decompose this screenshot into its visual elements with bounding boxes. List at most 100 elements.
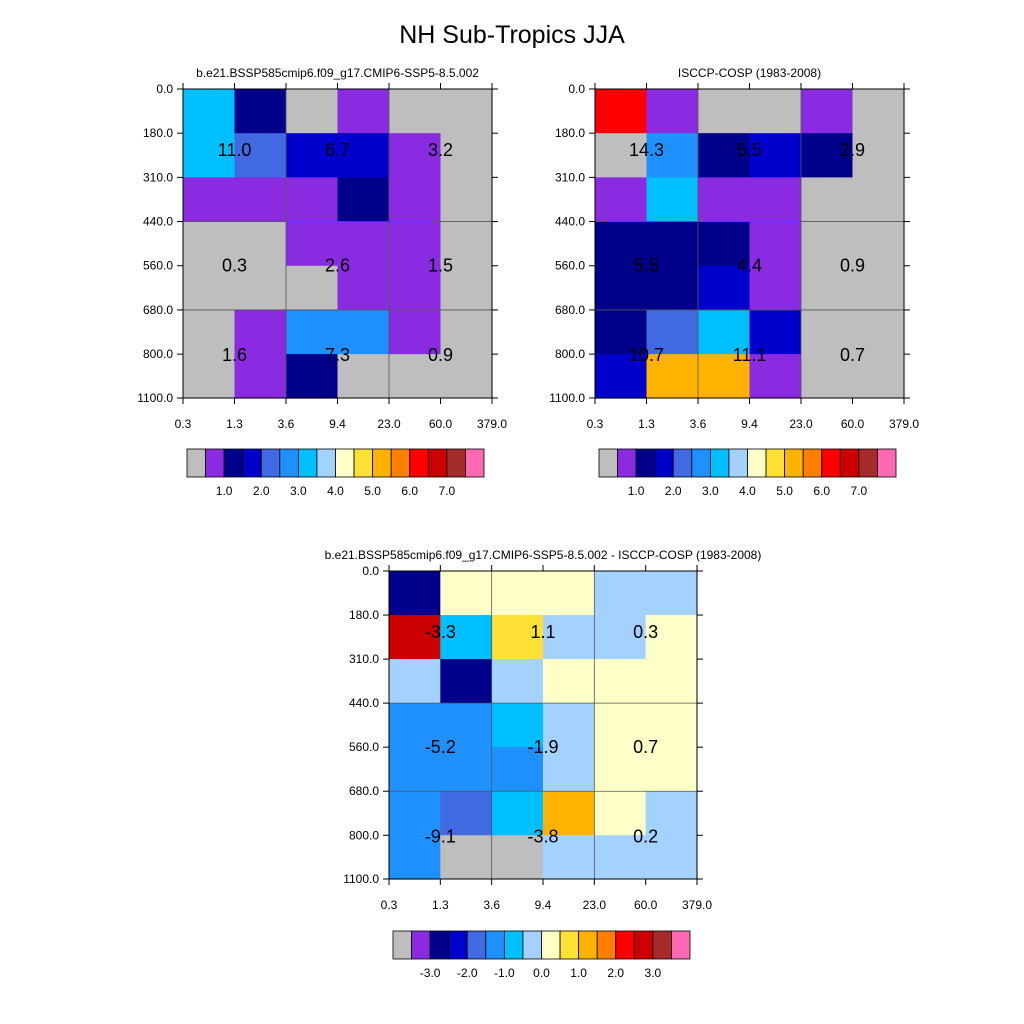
heatmap-cell	[440, 571, 493, 616]
y-tick-label: 1100.0	[549, 391, 585, 405]
y-tick-label: 440.0	[349, 696, 379, 710]
heatmap-cell	[183, 221, 236, 267]
colorbar-box	[672, 448, 693, 478]
panel-title: ISCCP-COSP (1983-2008)	[678, 66, 821, 80]
group-value: 11.1	[733, 345, 767, 365]
colorbar-box	[633, 930, 654, 960]
heatmap-cell	[645, 835, 698, 880]
heatmap-cell	[543, 791, 595, 836]
group-value: 1.1	[530, 622, 555, 642]
colorbar-box	[578, 930, 598, 960]
y-tick-label: 310.0	[349, 652, 379, 666]
y-tick-label: 800.0	[555, 347, 585, 361]
heatmap-cell	[749, 354, 802, 399]
colorbar-box	[765, 448, 786, 478]
heatmap-cell	[852, 133, 905, 178]
heatmap-cell	[440, 133, 493, 178]
heatmap-cell	[183, 177, 236, 223]
colorbar-box	[598, 448, 618, 478]
colorbar-box	[671, 930, 691, 960]
heatmap-cell	[389, 703, 441, 748]
colorbar-box	[522, 930, 542, 960]
heatmap-cell	[234, 309, 287, 355]
panel-difference: b.e21.BSSP585cmip6.f09_g17.CMIP6-SSP5-8.…	[325, 548, 762, 980]
heatmap-cell	[389, 309, 442, 355]
colorbar-label: 0.0	[533, 966, 550, 980]
heatmap-cell	[595, 354, 648, 399]
heatmap-cell	[801, 309, 854, 355]
heatmap-cell	[543, 835, 595, 880]
heatmap-cell	[440, 177, 493, 223]
figure-title: NH Sub-Tropics JJA	[399, 21, 625, 49]
y-tick-label: 560.0	[143, 259, 173, 273]
colorbar-box	[617, 448, 637, 478]
heatmap-cell	[595, 177, 648, 223]
group-value: 7.3	[325, 345, 350, 365]
group-value: 5.5	[634, 256, 659, 276]
heatmap-cell	[543, 615, 595, 660]
heatmap-cell	[286, 309, 339, 355]
heatmap-cell	[749, 309, 802, 355]
y-tick-label: 560.0	[349, 740, 379, 754]
heatmap-cell	[389, 354, 442, 399]
heatmap-cell	[491, 571, 544, 616]
heatmap-cell	[286, 89, 339, 134]
heatmap-cell	[594, 703, 647, 748]
colorbar-label: 7.0	[439, 484, 456, 498]
heatmap-cell	[595, 309, 648, 355]
group-value: 0.2	[633, 826, 658, 846]
heatmap-cell	[389, 747, 441, 792]
colorbar-box	[335, 448, 355, 478]
colorbar-label: 6.0	[401, 484, 418, 498]
heatmap-cell	[646, 133, 699, 178]
heatmap-cell	[491, 659, 544, 704]
colorbar-box	[559, 930, 580, 960]
heatmap-cell	[801, 221, 854, 267]
panel-observation: ISCCP-COSP (1983-2008) 0.0 180.0 310.0 440.0…	[549, 66, 919, 498]
heatmap-cell	[234, 133, 287, 178]
colorbar-box	[839, 448, 860, 478]
colorbar-label: 5.0	[364, 484, 381, 498]
y-tick-label: 680.0	[349, 784, 379, 798]
heatmap-cell	[698, 221, 751, 267]
colorbar-label: 2.0	[607, 966, 624, 980]
colorbar-box	[205, 448, 225, 478]
heatmap-cell	[337, 265, 390, 311]
colorbar-box	[596, 930, 617, 960]
x-tick-label: 0.3	[381, 898, 398, 912]
heatmap-cell	[389, 615, 441, 660]
heatmap-cell	[286, 221, 339, 267]
heatmap-cell	[801, 265, 854, 311]
x-tick-label: 1.3	[432, 898, 449, 912]
colorbar-label: 5.0	[776, 484, 793, 498]
colorbar-box	[372, 448, 392, 478]
y-tick-label: 180.0	[555, 126, 585, 140]
colorbar-box	[541, 930, 561, 960]
colorbar-box	[709, 448, 730, 478]
panel-title: b.e21.BSSP585cmip6.f09_g17.CMIP6-SSP5-8.…	[196, 66, 479, 80]
x-tick-label: 23.0	[377, 417, 401, 431]
colorbar-box	[485, 930, 505, 960]
x-tick-label: 9.4	[329, 417, 346, 431]
group-value: -5.2	[425, 737, 456, 757]
heatmap-cell	[543, 703, 595, 748]
heatmap-cell	[234, 354, 287, 399]
heatmap-cell	[698, 89, 751, 134]
heatmap-cell	[698, 177, 751, 223]
heatmap-cell	[852, 354, 905, 399]
heatmap-cell	[698, 354, 751, 399]
group-value: -3.3	[425, 622, 456, 642]
heatmap-cell	[491, 747, 544, 792]
y-tick-label: 1100.0	[343, 872, 379, 886]
group-value: 2.6	[325, 256, 350, 276]
heatmap-cell	[594, 571, 647, 616]
heatmap-cell	[645, 571, 698, 616]
heatmap-cell	[801, 89, 854, 134]
colorbar-label: 7.0	[851, 484, 868, 498]
heatmap-cell	[389, 133, 442, 178]
heatmap-cell	[852, 89, 905, 134]
heatmap-cell	[337, 309, 390, 355]
y-tick-label: 800.0	[349, 828, 379, 842]
colorbar-label: 1.0	[628, 484, 645, 498]
heatmap-cell	[440, 265, 493, 311]
